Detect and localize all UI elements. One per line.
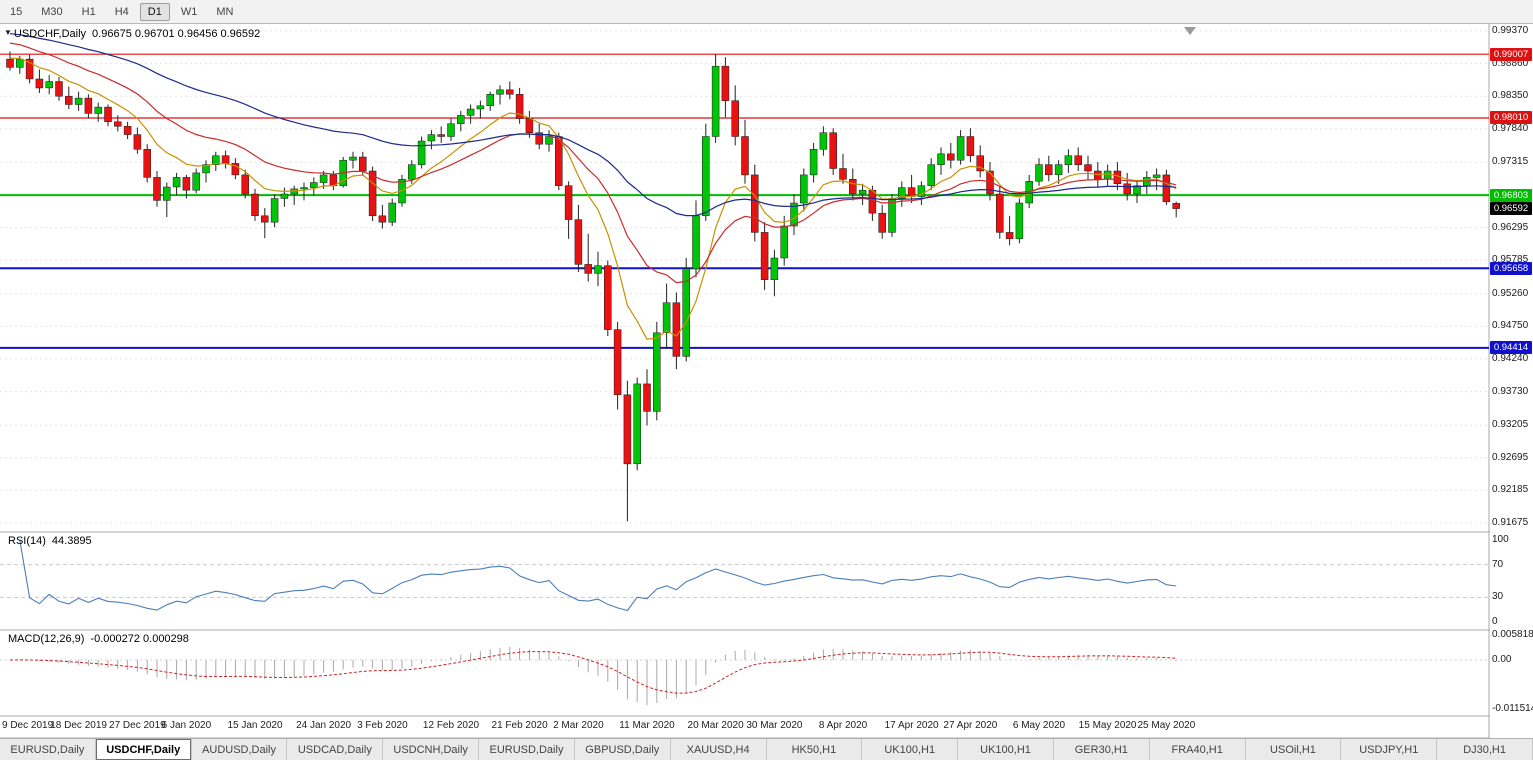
rsi-tick: 0	[1492, 616, 1498, 627]
timeframe-button-mn[interactable]: MN	[216, 5, 234, 18]
price-tick: 0.95785	[1492, 254, 1529, 265]
chart-tab-uk100-h1[interactable]: UK100,H1	[958, 739, 1054, 760]
date-tick: 6 May 2020	[1012, 720, 1066, 731]
macd-tick: 0.00	[1492, 654, 1512, 665]
price-tick: 0.98860	[1492, 58, 1529, 69]
price-level-label: 0.94414	[1490, 341, 1532, 354]
chart-tab-bar: EURUSD,Daily USDCHF,Daily AUDUSD,Daily USDC…	[0, 738, 1533, 760]
chart-tab-fra40-h1[interactable]: FRA40,H1	[1150, 739, 1246, 760]
price-tick: 0.98350	[1492, 90, 1529, 101]
chart-tab-usdjpy-h1[interactable]: USDJPY,H1	[1341, 739, 1438, 760]
chart-tab-usdcad-daily[interactable]: USDCAD,Daily	[287, 739, 384, 760]
date-tick: 25 May 2020	[1137, 720, 1196, 731]
ohlc-readout: ▼ USDCHF,Daily 0.96675 0.96701 0.96456 0.9…	[4, 28, 260, 40]
moving-average-line	[9, 42, 1177, 284]
chart-tab-eurusd-daily[interactable]: EURUSD,Daily	[0, 739, 96, 760]
timeframe-button-w1[interactable]: W1	[180, 5, 198, 18]
date-tick: 15 May 2020	[1078, 720, 1137, 731]
ohlc-values: 0.96675 0.96701 0.96456 0.96592	[92, 28, 261, 40]
timeframe-button-d1[interactable]: D1	[139, 2, 170, 21]
macd-current-values: -0.000272 0.000298	[90, 633, 189, 645]
price-tick: 0.95260	[1492, 288, 1529, 299]
bid-price-label: 0.96592	[1490, 202, 1532, 215]
price-tick: 0.92185	[1492, 484, 1529, 495]
rsi-tick: 30	[1492, 591, 1504, 602]
date-tick: 30 Mar 2020	[746, 720, 803, 731]
timeframe-toolbar: 15 M30 H1 H4 D1 W1 MN	[0, 0, 1533, 24]
price-tick: 0.94240	[1492, 353, 1529, 364]
chart-tab-usdchf-daily[interactable]: USDCHF,Daily	[95, 739, 192, 760]
rsi-tick: 100	[1492, 534, 1509, 545]
price-tick: 0.96295	[1492, 222, 1529, 233]
rsi-current-value: 44.3895	[51, 535, 92, 547]
date-tick: 24 Jan 2020	[296, 720, 352, 731]
timeframe-button-15[interactable]: 15	[10, 5, 23, 18]
rsi-tick: 70	[1492, 559, 1504, 570]
date-tick: 6 Jan 2020	[161, 720, 212, 731]
price-tick: 0.97840	[1492, 123, 1529, 134]
moving-average-line	[9, 57, 1177, 340]
chart-tab-ger30-h1[interactable]: GER30,H1	[1054, 739, 1150, 760]
price-tick: 0.92695	[1492, 452, 1529, 463]
price-level-label: 0.96803	[1490, 189, 1532, 202]
date-tick: 18 Dec 2019	[50, 720, 107, 731]
date-tick: 27 Apr 2020	[943, 720, 998, 731]
price-tick: 0.91675	[1492, 517, 1529, 528]
macd-signal-line	[9, 651, 1177, 694]
timeframe-button-h4[interactable]: H4	[114, 5, 129, 18]
moving-average-line	[9, 33, 1177, 217]
price-level-label: 0.95658	[1490, 262, 1532, 275]
date-tick: 11 Mar 2020	[619, 720, 675, 731]
chart-tab-uk100-h1[interactable]: UK100,H1	[862, 739, 959, 760]
date-tick: 17 Apr 2020	[884, 720, 939, 731]
chart-tab-eurusd-daily[interactable]: EURUSD,Daily	[479, 739, 575, 760]
price-level-label: 0.98010	[1490, 111, 1532, 124]
price-axis[interactable]: 0.99370 0.98860 0.98350 0.97840 0.97315 0.968…	[1490, 24, 1533, 738]
timeframe-button-m30[interactable]: M30	[41, 5, 63, 18]
chart-tab-dj30-h1[interactable]: DJ30,H1	[1437, 739, 1533, 760]
date-tick: 2 Mar 2020	[553, 720, 604, 731]
price-level-label: 0.99007	[1490, 48, 1532, 61]
symbol-dropdown-icon[interactable]: ▼	[4, 28, 12, 37]
chart-tab-audusd-daily[interactable]: AUDUSD,Daily	[192, 739, 288, 760]
macd-label: MACD(12,26,9) -0.000272 0.000298	[8, 633, 189, 645]
chart-tab-usoil-h1[interactable]: USOil,H1	[1246, 739, 1342, 760]
date-tick: 27 Dec 2019	[109, 720, 166, 731]
symbol-label: USDCHF,Daily	[13, 28, 87, 40]
date-tick: 8 Apr 2020	[818, 720, 868, 731]
timeframe-button-h1[interactable]: H1	[81, 5, 96, 18]
chart-shift-marker-icon[interactable]	[1184, 27, 1196, 35]
date-tick: 9 Dec 2019	[2, 720, 54, 731]
chart-tab-usdcnh-daily[interactable]: USDCNH,Daily	[383, 739, 480, 760]
chart-tab-hk50-h1[interactable]: HK50,H1	[767, 739, 863, 760]
date-axis[interactable]: 9 Dec 2019 18 Dec 2019 27 Dec 2019 6 Jan 20…	[0, 716, 1489, 738]
macd-name: MACD(12,26,9)	[8, 633, 85, 645]
rsi-line	[19, 539, 1177, 612]
rsi-name: RSI(14)	[8, 535, 46, 547]
price-tick: 0.93730	[1492, 386, 1529, 397]
price-tick: 0.97315	[1492, 156, 1529, 167]
macd-tick: 0.005818	[1492, 629, 1533, 640]
chart-tab-gbpusd-daily[interactable]: GBPUSD,Daily	[575, 739, 671, 760]
chart-tab-xauusd-h4[interactable]: XAUUSD,H4	[671, 739, 767, 760]
macd-tick: -0.011514	[1492, 703, 1533, 714]
price-tick: 0.94750	[1492, 320, 1529, 331]
rsi-label: RSI(14) 44.3895	[8, 535, 92, 547]
date-tick: 20 Mar 2020	[687, 720, 744, 731]
date-tick: 12 Feb 2020	[422, 720, 480, 731]
date-tick: 3 Feb 2020	[357, 720, 408, 731]
price-tick: 0.93205	[1492, 419, 1529, 430]
date-tick: 15 Jan 2020	[227, 720, 283, 731]
price-tick: 0.99370	[1492, 25, 1529, 36]
date-tick: 21 Feb 2020	[491, 720, 548, 731]
